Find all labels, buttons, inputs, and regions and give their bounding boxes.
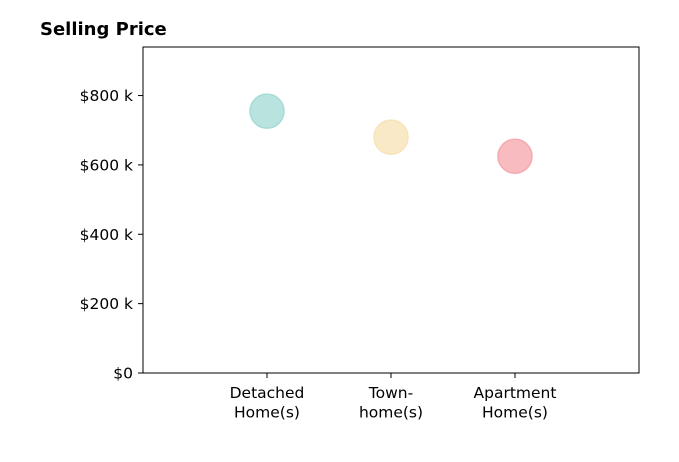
chart-title: Selling Price <box>40 19 167 40</box>
x-tick-label-line: Detached <box>230 384 305 402</box>
x-tick-label: Detached Home(s) <box>230 384 305 422</box>
y-tick-label: $400 k <box>80 226 133 244</box>
y-tick-label: $200 k <box>80 295 133 313</box>
data-marks <box>249 93 533 174</box>
y-tick-label: $600 k <box>80 156 133 174</box>
data-point <box>497 138 533 174</box>
x-tick-label-line: Town- <box>368 384 413 402</box>
x-tick-label: Town-home(s) <box>359 384 423 422</box>
data-point <box>373 119 409 155</box>
axes: $0 $200 k $400 k $600 k $800 k Detached Home(s… <box>80 87 557 421</box>
x-tick-label-line: Apartment <box>474 384 557 402</box>
x-tick-label-line: Home(s) <box>482 404 548 422</box>
y-tick-label: $800 k <box>80 87 133 105</box>
x-tick-label-line: Home(s) <box>234 404 300 422</box>
x-tick-label: Apartment Home(s) <box>474 384 557 422</box>
data-point <box>249 93 285 129</box>
x-tick-label-line: home(s) <box>359 404 423 422</box>
plot-frame <box>142 46 640 374</box>
y-tick-label: $0 <box>113 365 133 383</box>
